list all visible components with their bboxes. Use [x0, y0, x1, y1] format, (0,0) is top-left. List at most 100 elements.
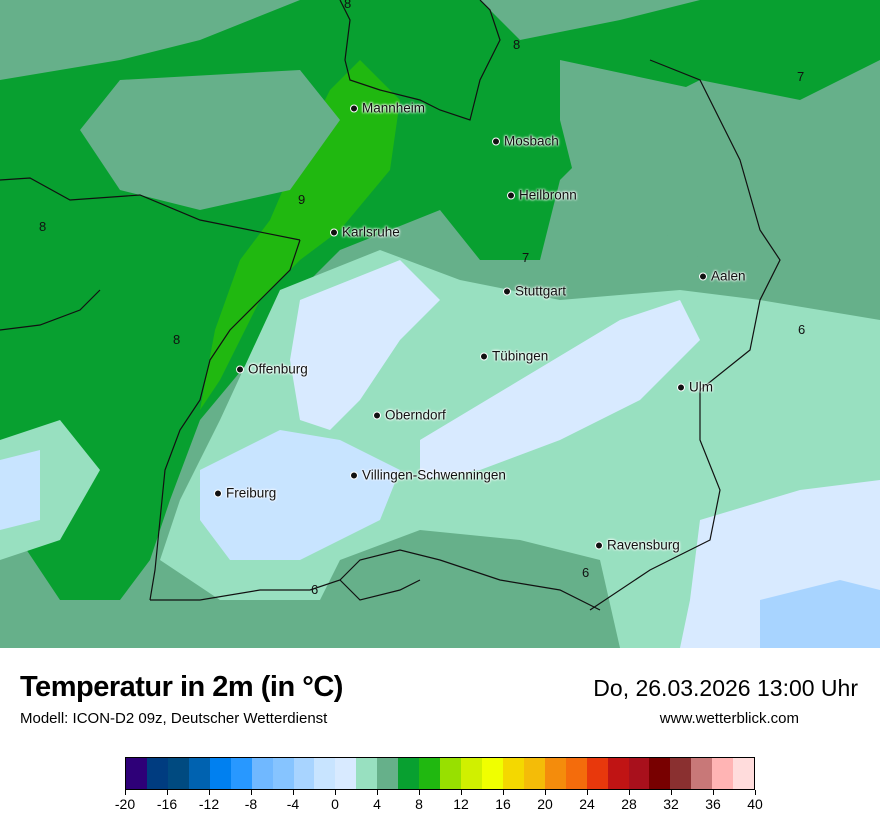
legend-tick	[545, 790, 546, 795]
legend-tick-label: 36	[705, 796, 721, 812]
city-name: Tübingen	[492, 348, 549, 364]
city-dot-icon	[595, 541, 603, 550]
city-name: Heilbronn	[519, 187, 577, 203]
warmest-zone	[200, 60, 400, 410]
color-legend	[125, 757, 755, 790]
contour-label: 8	[39, 219, 47, 234]
city-name: Ravensburg	[607, 537, 680, 553]
city-dot-icon	[350, 104, 358, 113]
city-marker: Ulm	[677, 380, 713, 395]
legend-tick	[461, 790, 462, 795]
legend-tick	[755, 790, 756, 795]
contour-label: 7	[797, 69, 805, 84]
legend-tick-label: 12	[453, 796, 469, 812]
legend-swatch	[544, 758, 566, 789]
legend-swatch	[461, 758, 482, 789]
legend-swatch	[293, 758, 315, 789]
legend-swatch	[649, 758, 671, 789]
legend-swatch	[126, 758, 147, 789]
city-marker: Tübingen	[480, 349, 548, 364]
legend-tick-label: -8	[244, 796, 258, 812]
city-name: Ulm	[689, 379, 713, 395]
legend-tick	[167, 790, 168, 795]
city-name: Mosbach	[504, 133, 559, 149]
city-name: Offenburg	[248, 361, 308, 377]
temperature-map	[0, 0, 880, 648]
city-dot-icon	[480, 352, 488, 361]
city-dot-icon	[699, 272, 707, 281]
city-name: Oberndorf	[385, 407, 446, 423]
contour-label: 6	[582, 565, 590, 580]
city-marker: Stuttgart	[503, 284, 566, 299]
city-marker: Offenburg	[236, 362, 308, 377]
city-dot-icon	[214, 489, 222, 498]
legend-swatch	[272, 758, 294, 789]
legend-tick	[419, 790, 420, 795]
legend-ticks: -20 -16 -12 -8 -4 0 4 8 12 16 20 24 28 32 36 40	[115, 790, 763, 820]
city-name: Karlsruhe	[342, 224, 400, 240]
forecast-datetime: Do, 26.03.2026 13:00 Uhr	[593, 675, 858, 701]
contour-label: 9	[298, 192, 306, 207]
cold-zone-2	[420, 300, 700, 480]
map-title: Temperatur in 2m (in °C)	[20, 671, 343, 703]
legend-tick-label: -12	[198, 796, 220, 812]
legend-swatch	[419, 758, 441, 789]
legend-swatch	[712, 758, 734, 789]
legend-tick-label: 20	[537, 796, 553, 812]
contour-label: 6	[798, 322, 806, 337]
legend-swatch	[167, 758, 189, 789]
legend-tick-label: 16	[495, 796, 511, 812]
legend-swatch	[398, 758, 420, 789]
city-dot-icon	[236, 365, 244, 374]
legend-swatch	[502, 758, 524, 789]
legend-tick-label: -4	[286, 796, 300, 812]
legend-tick	[629, 790, 630, 795]
legend-tick-label: 8	[415, 796, 423, 812]
border-rhine	[149, 239, 301, 601]
legend-tick-label: 4	[373, 796, 381, 812]
legend-tick	[713, 790, 714, 795]
city-dot-icon	[330, 228, 338, 237]
city-marker: Freiburg	[214, 486, 276, 501]
city-name: Stuttgart	[515, 283, 567, 299]
city-marker: Oberndorf	[373, 408, 446, 423]
legend-tick-label: -20	[114, 796, 136, 812]
legend-tick	[251, 790, 252, 795]
city-marker: Mannheim	[350, 101, 425, 116]
border-north	[339, 0, 501, 121]
website-link[interactable]: www.wetterblick.com	[659, 710, 799, 727]
border-france	[0, 177, 301, 241]
border-east	[589, 59, 781, 611]
legend-swatch	[733, 758, 755, 789]
city-name: Freiburg	[226, 485, 277, 501]
model-source: Modell: ICON-D2 09z, Deutscher Wetterdie…	[20, 710, 328, 727]
cold-zone-1	[290, 260, 440, 430]
legend-swatch	[188, 758, 210, 789]
city-name: Mannheim	[362, 100, 426, 116]
city-marker: Mosbach	[492, 134, 559, 149]
city-marker: Heilbronn	[507, 188, 577, 203]
mild-zone-north	[80, 70, 340, 210]
legend-tick-label: 32	[663, 796, 679, 812]
contour-label: 8	[344, 0, 352, 11]
city-dot-icon	[373, 411, 381, 420]
legend-swatch	[691, 758, 713, 789]
legend-swatch	[565, 758, 587, 789]
city-name: Villingen-Schwenningen	[362, 467, 506, 483]
border-south	[150, 549, 601, 611]
legend-swatch	[481, 758, 503, 789]
legend-tick	[209, 790, 210, 795]
city-dot-icon	[350, 471, 358, 480]
city-marker: Villingen-Schwenningen	[350, 468, 506, 483]
legend-tick-label: 0	[331, 796, 339, 812]
legend-tick	[377, 790, 378, 795]
legend-swatch	[230, 758, 252, 789]
cold-zone-3	[200, 430, 400, 560]
legend-tick-label: 40	[747, 796, 763, 812]
legend-swatch	[607, 758, 629, 789]
city-dot-icon	[492, 137, 500, 146]
legend-tick-label: 24	[579, 796, 595, 812]
city-marker: Ravensburg	[595, 538, 680, 553]
cold-zone-se2	[760, 580, 880, 648]
contour-label: 8	[513, 37, 521, 52]
